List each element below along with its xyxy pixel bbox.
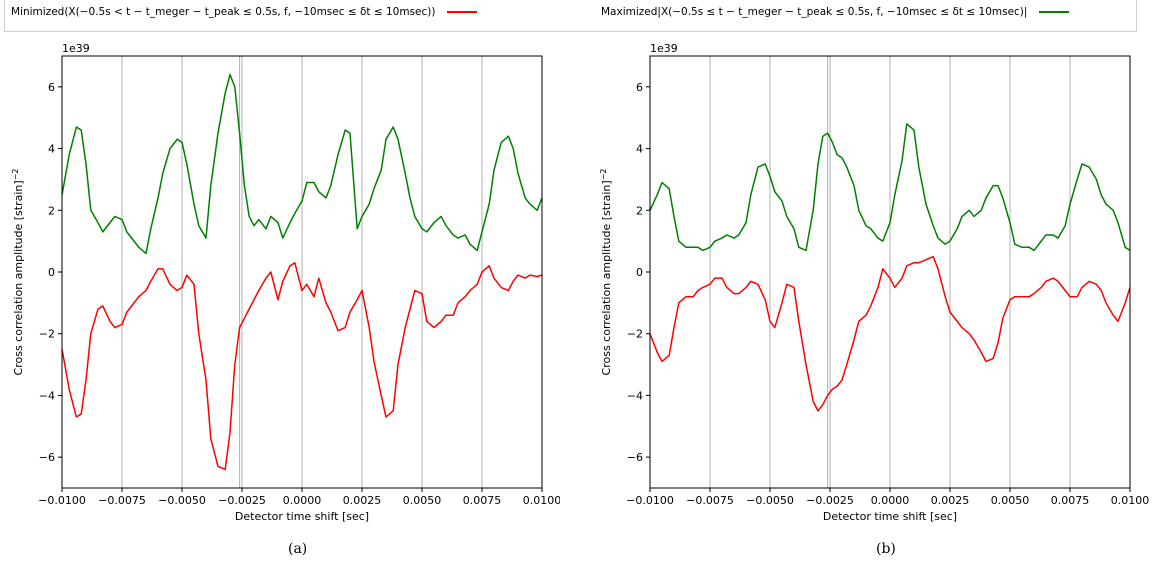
x-tick-label-a-0: −0.0100 bbox=[38, 494, 86, 507]
x-tick-label-b-5: 0.0025 bbox=[931, 494, 970, 507]
x-tick-label-b-2: −0.0050 bbox=[746, 494, 794, 507]
legend-entry-minimized: Minimized(X(−0.5s < t − t_meger − t_peak… bbox=[11, 6, 478, 18]
legend: Minimized(X(−0.5s < t − t_meger − t_peak… bbox=[4, 0, 1137, 32]
legend-swatch-maximized bbox=[1039, 11, 1070, 13]
y-tick-label-a-3: 0 bbox=[48, 266, 55, 279]
y-tick-label-a-0: −6 bbox=[39, 451, 55, 464]
series-maximized-line-a bbox=[61, 73, 543, 255]
y-tick-label-a-5: 4 bbox=[48, 143, 55, 156]
x-tick-label-a-8: 0.0100 bbox=[523, 494, 560, 507]
x-tick-label-a-3: −0.0025 bbox=[218, 494, 266, 507]
x-tick-label-a-7: 0.0075 bbox=[463, 494, 502, 507]
x-tick-label-a-6: 0.0050 bbox=[403, 494, 442, 507]
x-axis-label-b: Detector time shift [sec] bbox=[823, 510, 957, 523]
series-maximized-line-b bbox=[649, 123, 1131, 252]
chart-a: −0.0100 −0.0075 −0.0050 −0.0025 0.0000 0.0025… bbox=[11, 42, 562, 523]
chart-panel-b: −0.0100 −0.0075 −0.0050 −0.0025 0.0000 0.0025… bbox=[588, 36, 1150, 536]
caption-b: (b) bbox=[876, 541, 896, 557]
x-tick-label-b-3: −0.0025 bbox=[806, 494, 854, 507]
y-tick-label-a-6: 6 bbox=[48, 81, 55, 94]
series-minimized-line-b bbox=[649, 255, 1131, 412]
y-tick-label-a-4: 2 bbox=[48, 204, 55, 217]
x-tick-label-b-7: 0.0075 bbox=[1051, 494, 1090, 507]
y-axis-label-a: Cross correlation amplitude [strain]−2 bbox=[11, 169, 26, 376]
x-tick-label-a-4: 0.0000 bbox=[283, 494, 322, 507]
y-tick-label-b-6: 6 bbox=[636, 81, 643, 94]
y-axis-label-b: Cross correlation amplitude [strain]−2 bbox=[599, 169, 614, 376]
x-tick-label-b-0: −0.0100 bbox=[626, 494, 674, 507]
x-tick-label-b-6: 0.0050 bbox=[991, 494, 1030, 507]
y-tick-label-a-1: −4 bbox=[39, 389, 55, 402]
legend-swatch-minimized bbox=[447, 11, 478, 13]
legend-label-maximized: Maximized|X(−0.5s ≤ t − t_meger − t_peak… bbox=[601, 6, 1028, 18]
y-tick-label-b-3: 0 bbox=[636, 266, 643, 279]
x-tick-label-a-2: −0.0050 bbox=[158, 494, 206, 507]
legend-label-minimized: Minimized(X(−0.5s < t − t_meger − t_peak… bbox=[11, 6, 436, 18]
x-tick-label-b-1: −0.0075 bbox=[686, 494, 734, 507]
caption-a: (a) bbox=[288, 541, 308, 557]
x-tick-label-b-4: 0.0000 bbox=[871, 494, 910, 507]
y-tick-label-b-0: −6 bbox=[627, 451, 643, 464]
y-tick-label-b-5: 4 bbox=[636, 143, 643, 156]
y-tick-label-b-1: −4 bbox=[627, 389, 643, 402]
x-tick-label-a-1: −0.0075 bbox=[98, 494, 146, 507]
y-tick-label-b-2: −2 bbox=[627, 328, 643, 341]
x-axis-label-a: Detector time shift [sec] bbox=[235, 510, 369, 523]
x-tick-label-a-5: 0.0025 bbox=[343, 494, 382, 507]
y-tick-label-b-4: 2 bbox=[636, 204, 643, 217]
offset-label-b: 1e39 bbox=[650, 42, 678, 55]
x-tick-label-b-8: 0.0100 bbox=[1111, 494, 1150, 507]
legend-entry-maximized: Maximized|X(−0.5s ≤ t − t_meger − t_peak… bbox=[601, 6, 1070, 18]
chart-panel-a: −0.0100 −0.0075 −0.0050 −0.0025 0.0000 0.0025… bbox=[0, 36, 562, 536]
series-minimized-line-a bbox=[61, 261, 543, 471]
y-tick-label-a-2: −2 bbox=[39, 328, 55, 341]
chart-b: −0.0100 −0.0075 −0.0050 −0.0025 0.0000 0.0025… bbox=[599, 42, 1150, 523]
offset-label-a: 1e39 bbox=[62, 42, 90, 55]
